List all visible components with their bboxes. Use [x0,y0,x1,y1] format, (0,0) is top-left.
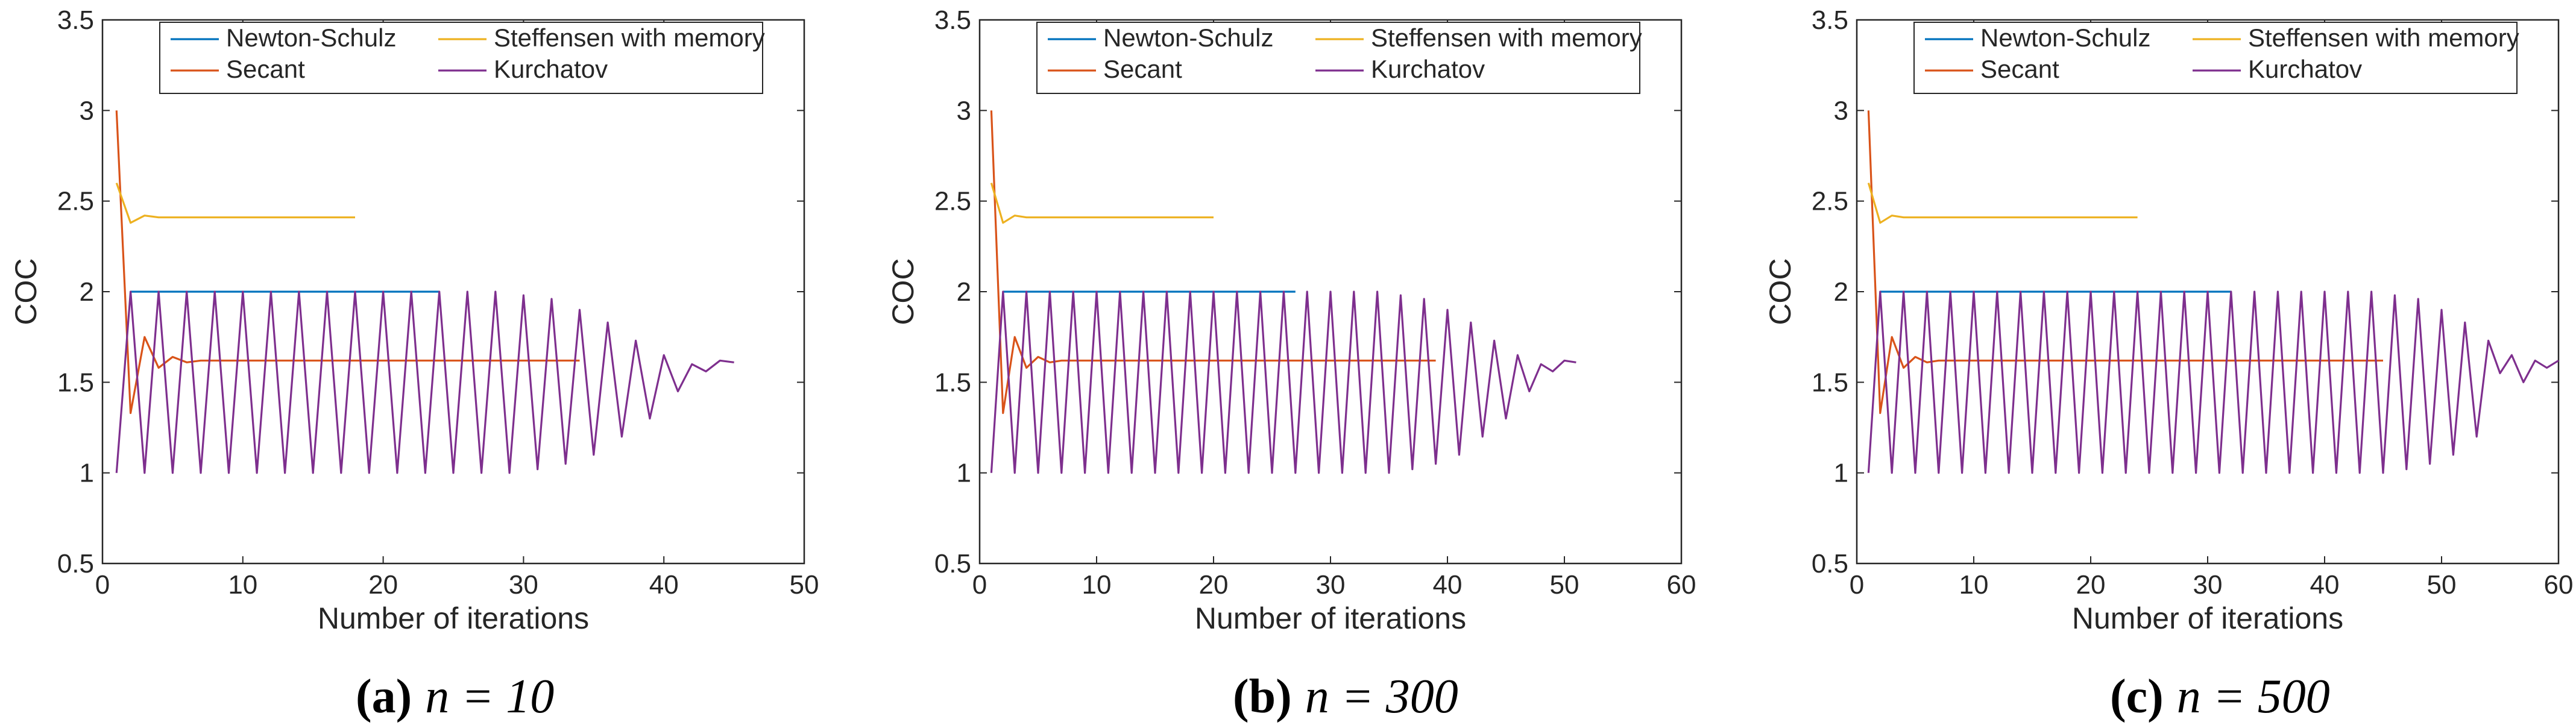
x-tick-label: 10 [228,570,257,600]
y-tick-label: 0.5 [1812,549,1848,579]
x-tick-label: 0 [1850,570,1864,600]
y-tick-label: 1.5 [1812,368,1848,397]
y-tick-label: 2 [80,277,94,307]
series-line-kurchatov [115,290,734,474]
series-line-steffensen-with-memory [1867,183,2138,224]
legend-label-newton-schulz: Newton-Schulz [1103,24,1273,52]
x-tick-label: 30 [2193,570,2223,600]
subfigure-caption: (c) n = 500 [2110,670,2330,723]
y-tick-label: 1 [957,459,971,488]
legend-label-steffensen-with-memory: Steffensen with memory [1371,24,1642,52]
x-tick-label: 60 [2544,570,2574,600]
y-tick-label: 2 [957,277,971,307]
legend-label-kurchatov: Kurchatov [1371,55,1485,83]
x-tick-label: 0 [95,570,110,600]
legend-label-newton-schulz: Newton-Schulz [1980,24,2150,52]
y-tick-label: 0.5 [57,549,94,579]
x-axis-label: Number of iterations [2072,601,2343,635]
y-tick-label: 0.5 [934,549,971,579]
chart-panel-2: 0 10 20 30 40 50 60 0.5 1 1.5 2 2.5 3 3.5 Number of it… [886,5,1696,723]
y-axis-label: COC [886,258,920,325]
caption-text: n = 10 [425,670,554,723]
caption-label: (c) [2110,670,2164,723]
series-line-steffensen-with-memory [990,183,1214,224]
y-tick-label: 2.5 [57,187,94,216]
legend-label-steffensen-with-memory: Steffensen with memory [494,24,765,52]
y-tick-label: 3 [80,96,94,125]
legend-box [1913,22,2518,94]
y-axis-label: COC [9,258,43,325]
y-tick-label: 3.5 [934,5,971,35]
legend-box [159,22,763,94]
y-tick-label: 1 [80,459,94,488]
series-group [990,110,1576,474]
x-tick-label: 0 [972,570,987,600]
x-tick-label: 60 [1667,570,1696,600]
x-axis-label: Number of iterations [1195,601,1466,635]
caption-text: n = 300 [1305,670,1458,723]
x-tick-label: 10 [1082,570,1112,600]
legend-box [1036,22,1640,94]
y-tick-label: 3 [957,96,971,125]
x-tick-label: 40 [649,570,679,600]
legend-label-kurchatov: Kurchatov [494,55,608,83]
x-tick-label: 40 [1433,570,1463,600]
x-tick-label: 50 [1550,570,1579,600]
series-group [115,110,734,474]
y-tick-label: 3.5 [1812,5,1848,35]
caption-label: (a) [356,670,412,723]
x-tick-label: 10 [1959,570,1989,600]
series-line-secant [1867,110,2383,415]
y-axis-label: COC [1763,258,1797,325]
chart-panel-3: 0 10 20 30 40 50 60 0.5 1 1.5 2 2.5 3 3.5 Number of it… [1763,5,2573,723]
y-tick-label: 1.5 [934,368,971,397]
legend: Newton-Schulz Secant Steffensen with memor… [1036,22,1642,94]
x-tick-label: 40 [2310,570,2340,600]
series-line-secant [115,110,580,415]
caption-text: n = 500 [2177,670,2330,723]
legend-label-kurchatov: Kurchatov [2248,55,2362,83]
x-axis-label: Number of iterations [318,601,589,635]
x-tick-label: 50 [2427,570,2457,600]
series-line-steffensen-with-memory [115,183,355,224]
x-tick-label: 30 [509,570,538,600]
legend-label-secant: Secant [226,55,305,83]
x-tick-label: 50 [790,570,819,600]
legend-label-secant: Secant [1980,55,2059,83]
x-tick-label: 20 [2076,570,2106,600]
y-tick-label: 1.5 [57,368,94,397]
series-line-secant [990,110,1436,415]
subfigure-caption: (b) n = 300 [1233,670,1458,723]
legend: Newton-Schulz Secant Steffensen with memor… [159,22,765,94]
x-tick-label: 20 [1199,570,1229,600]
subfigure-caption: (a) n = 10 [356,670,554,723]
y-tick-label: 3.5 [57,5,94,35]
chart-panel-1: 0 10 20 30 40 50 0.5 1 1.5 2 2.5 3 3.5 Number of iter… [9,5,819,723]
x-tick-label: 20 [368,570,398,600]
legend-label-newton-schulz: Newton-Schulz [226,24,396,52]
caption-label: (b) [1233,670,1292,723]
legend-label-steffensen-with-memory: Steffensen with memory [2248,24,2519,52]
series-line-kurchatov [1867,290,2559,474]
y-tick-label: 3 [1834,96,1848,125]
y-tick-label: 2.5 [934,187,971,216]
legend-label-secant: Secant [1103,55,1182,83]
x-tick-label: 30 [1316,570,1346,600]
series-group [1867,110,2559,474]
legend: Newton-Schulz Secant Steffensen with memor… [1913,22,2519,94]
series-line-kurchatov [990,290,1576,474]
y-tick-label: 1 [1834,459,1848,488]
y-tick-label: 2.5 [1812,187,1848,216]
y-tick-label: 2 [1834,277,1848,307]
